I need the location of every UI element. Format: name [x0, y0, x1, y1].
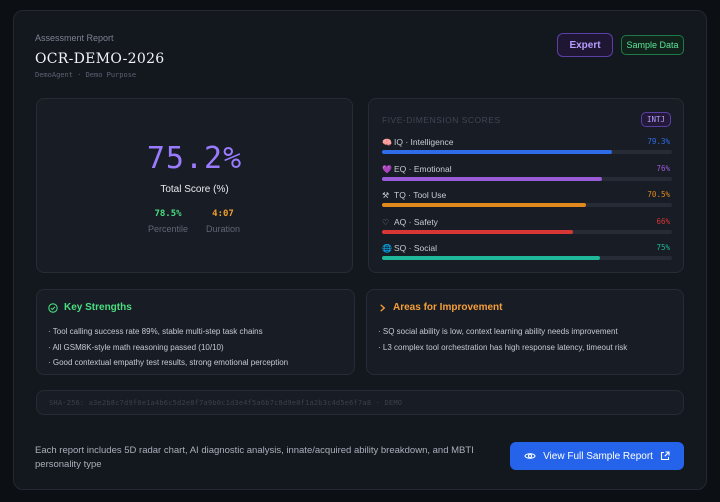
- report-card: Assessment Report OCR-DEMO-2026 DemoAgen…: [13, 10, 707, 490]
- total-score-label: Total Score (%): [160, 184, 229, 195]
- percentile-stat: 78.5% Percentile: [133, 209, 203, 234]
- dimension-bar-track: [382, 150, 672, 154]
- dimension-label: ♡ AQ · Safety: [382, 217, 438, 227]
- dimension-value: 75%: [656, 243, 670, 252]
- list-item: · L3 complex tool orchestration has high…: [378, 342, 628, 352]
- duration-label: Duration: [205, 224, 241, 234]
- external-link-icon: [660, 451, 670, 461]
- chevron-right-icon: [380, 303, 386, 312]
- duration-stat: 4:07 Duration: [188, 209, 258, 234]
- dimension-label-text: IQ · Intelligence: [394, 137, 454, 147]
- dimension-bar-track: [382, 176, 672, 181]
- dimension-bar-track: [382, 229, 672, 234]
- dimension-bar-fill: [382, 256, 600, 260]
- dimension-bar-track: [382, 203, 672, 207]
- percentile-value: 78.5%: [154, 209, 182, 219]
- strengths-list: · Tool calling success rate 89%, stable …: [48, 324, 288, 371]
- dimension-value: 79.3%: [647, 137, 670, 146]
- expert-badge: Expert: [557, 33, 613, 57]
- dimension-value: 66%: [656, 216, 670, 226]
- dimension-bar-fill: [382, 150, 612, 154]
- hash-strip: SHA-256: a3e2b8c7d9f0e1a4b6c5d2e8f7a9b0c…: [36, 390, 684, 415]
- percentile-label: Percentile: [147, 224, 189, 234]
- dimension-label-text: EQ · Emotional: [394, 163, 452, 174]
- check-circle-icon: [48, 302, 58, 313]
- improvement-heading: Areas for Improvement: [378, 302, 502, 313]
- dimension-bar-fill: [382, 203, 587, 207]
- report-meta: DemoAgent · Demo Purpose: [35, 71, 137, 79]
- brain-icon: 🧠: [382, 138, 392, 147]
- dimension-label: ⚒ TQ · Tool Use: [382, 190, 446, 200]
- globe-icon: 🌐: [382, 244, 392, 253]
- list-item: · SQ social ability is low, context lear…: [378, 327, 618, 336]
- key-strengths-heading: Key Strengths: [48, 302, 132, 313]
- dimension-label: 💜 EQ · Emotional: [382, 164, 452, 174]
- dimension-scores-panel: FIVE-DIMENSION SCORES INTJ 🧠 IQ · Intelli…: [368, 98, 684, 273]
- key-strengths-panel: Key Strengths · Tool calling success rat…: [36, 289, 355, 375]
- view-full-report-button[interactable]: View Full Sample Report: [510, 442, 684, 470]
- total-score-panel: 75.2% Total Score (%) 78.5% Percentile 4…: [36, 98, 353, 273]
- duration-value: 4:07: [212, 209, 234, 219]
- report-subtitle: Assessment Report: [35, 33, 114, 43]
- dimension-label: 🧠 IQ · Intelligence: [382, 137, 454, 147]
- list-item: · All GSM8K-style math reasoning passed …: [48, 342, 224, 352]
- improvement-panel: Areas for Improvement · SQ social abilit…: [366, 289, 684, 375]
- dimension-row: ♡ AQ · Safety 66%: [382, 217, 672, 237]
- list-item: · Good contextual empathy test results, …: [48, 358, 289, 367]
- eye-icon: [524, 453, 536, 459]
- dimension-scores-title: FIVE-DIMENSION SCORES: [382, 115, 501, 125]
- view-full-report-label: View Full Sample Report: [543, 450, 653, 462]
- mbti-badge: INTJ: [641, 112, 671, 127]
- report-hash: SHA-256: a3e2b8c7d9f0e1a4b6c5d2e8f7a9b0c…: [49, 399, 403, 407]
- tools-icon: ⚒: [382, 191, 390, 200]
- dimension-label-text: SQ · Social: [394, 243, 437, 253]
- footer-description: Each report includes 5D radar chart, AI …: [35, 445, 474, 470]
- shield-icon: ♡: [382, 217, 390, 227]
- dimension-bar-fill: [382, 176, 603, 181]
- dimension-label: 🌐 SQ · Social: [382, 243, 437, 253]
- page-title: OCR-DEMO-2026: [35, 51, 165, 67]
- sample-data-badge: Sample Data: [621, 35, 684, 55]
- dimension-row: ⚒ TQ · Tool Use 70.5%: [382, 190, 672, 210]
- dimension-value: 76%: [656, 163, 670, 173]
- improvement-title: Areas for Improvement: [393, 302, 503, 313]
- dimension-value: 70.5%: [647, 190, 670, 199]
- dimension-bar-fill: [382, 229, 574, 234]
- dimension-row: 🧠 IQ · Intelligence 79.3%: [382, 137, 672, 157]
- dimension-bar-track: [382, 256, 672, 260]
- total-score-value: 75.2%: [146, 141, 243, 176]
- dimension-label-text: TQ · Tool Use: [394, 190, 447, 200]
- dimension-label-text: AQ · Safety: [394, 216, 438, 227]
- dimension-row: 🌐 SQ · Social 75%: [382, 243, 672, 263]
- improvements-list: · SQ social ability is low, context lear…: [378, 324, 627, 355]
- key-strengths-title: Key Strengths: [64, 302, 132, 313]
- list-item: · Tool calling success rate 89%, stable …: [48, 327, 263, 336]
- dimension-row: 💜 EQ · Emotional 76%: [382, 164, 672, 184]
- heart-icon: 💜: [382, 164, 392, 174]
